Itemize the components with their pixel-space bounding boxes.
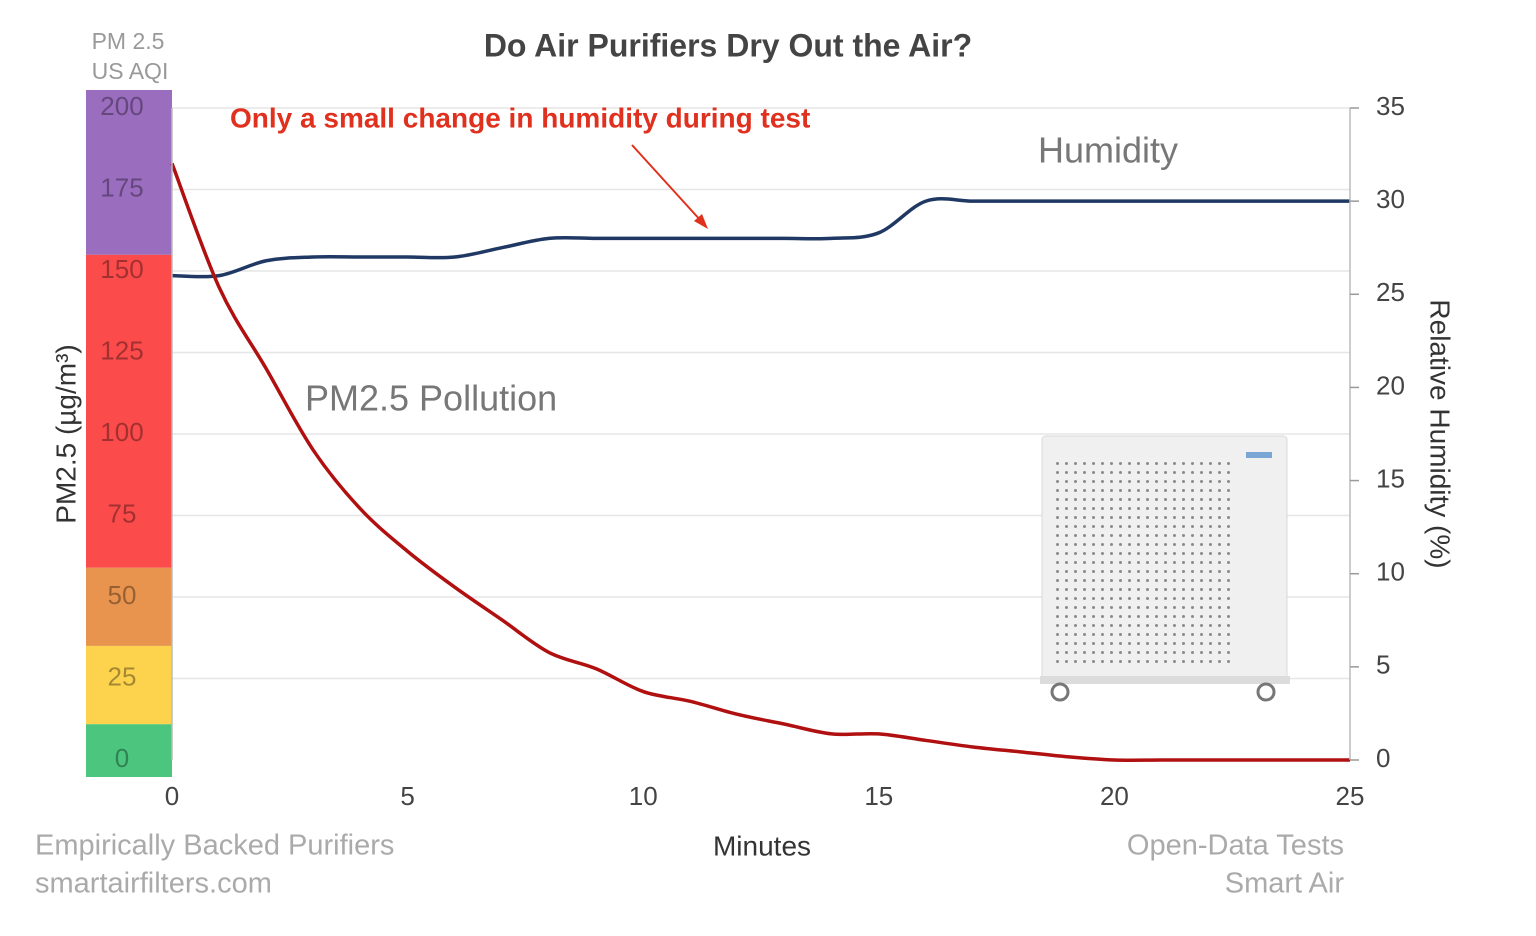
y-axis-label: PM2.5 (µg/m³) <box>50 344 81 523</box>
aqi-band <box>86 645 172 725</box>
aqi-label: US AQI <box>92 58 169 84</box>
legend-label: Humidity <box>1038 130 1178 171</box>
annotation-arrow <box>631 144 703 223</box>
x-tick-label: 10 <box>629 781 658 811</box>
y2-tick-label: 5 <box>1376 650 1390 680</box>
line-series <box>170 162 1350 762</box>
y2-axis-label: Relative Humidity (%) <box>1425 299 1456 568</box>
chart-title: Do Air Purifiers Dry Out the Air? <box>484 27 972 63</box>
y2-tick-label: 10 <box>1376 557 1405 587</box>
purifier-illustration <box>1040 435 1290 702</box>
y2-tick-label: 35 <box>1376 91 1405 121</box>
aqi-band <box>86 90 172 255</box>
x-axis-label: Minutes <box>713 830 811 861</box>
x-tick-label: 15 <box>864 781 893 811</box>
y2-tick-label: 30 <box>1376 184 1405 214</box>
footer-text: Open-Data Tests <box>1127 830 1344 862</box>
y-tick-label: 125 <box>100 335 143 365</box>
y2-tick-label: 0 <box>1376 743 1390 773</box>
y2-tick-label: 20 <box>1376 370 1405 400</box>
footer-text: smartairfilters.com <box>35 868 272 900</box>
x-tick-label: 0 <box>165 781 179 811</box>
x-tick-label: 20 <box>1100 781 1129 811</box>
aqi-band <box>86 254 172 568</box>
footer-text: Smart Air <box>1225 868 1345 900</box>
x-tick-label: 25 <box>1336 781 1365 811</box>
aqi-band <box>86 724 172 777</box>
line-series <box>171 197 1350 279</box>
legend-label: PM2.5 Pollution <box>305 378 557 419</box>
y-tick-label: 75 <box>108 498 137 528</box>
y-tick-label: 25 <box>108 661 137 691</box>
y2-tick-label: 25 <box>1376 277 1405 307</box>
y-tick-label: 175 <box>100 172 143 202</box>
y-tick-label: 200 <box>100 91 143 121</box>
y2-tick-label: 15 <box>1376 463 1405 493</box>
y-tick-label: 150 <box>100 254 143 284</box>
y-tick-label: 100 <box>100 417 143 447</box>
footer-text: Empirically Backed Purifiers <box>35 830 394 862</box>
x-tick-label: 5 <box>400 781 414 811</box>
annotation: Only a small change in humidity during t… <box>230 102 810 133</box>
annotation-arrowhead <box>694 214 708 229</box>
y-tick-label: 50 <box>108 580 137 610</box>
aqi-label: PM 2.5 <box>92 28 165 54</box>
y-tick-label: 0 <box>115 743 129 773</box>
aqi-band <box>86 567 172 646</box>
